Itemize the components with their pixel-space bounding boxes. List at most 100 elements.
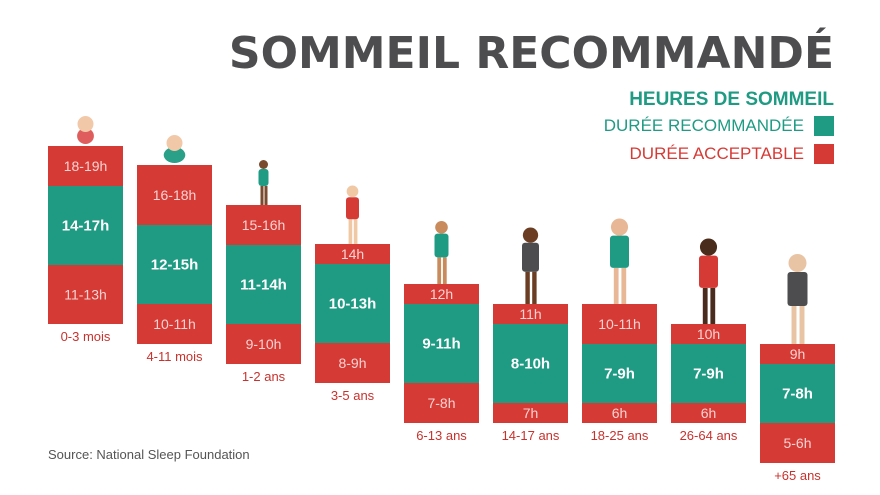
legend-title: HEURES DE SOMMEIL [629, 89, 834, 110]
person-figure-1 [163, 135, 186, 163]
bar-label-high-1: 16-18h [153, 187, 197, 203]
category-label-1: 4-11 mois [146, 349, 203, 364]
person-torso-8 [787, 272, 808, 306]
bar-label-mid-8: 7-8h [782, 386, 813, 403]
bar-mid-0 [48, 186, 123, 265]
legend-recommended-swatch [814, 116, 834, 136]
bar-mid-2 [226, 245, 301, 324]
person-torso-3 [346, 197, 359, 220]
bar-low-1 [137, 304, 212, 344]
person-figure-8 [787, 254, 808, 344]
bar-label-high-8: 9h [790, 346, 806, 362]
person-leg-left-2 [260, 186, 264, 205]
bar-low-2 [226, 324, 301, 364]
bar-label-low-4: 7-8h [427, 395, 455, 411]
bar-label-mid-5: 8-10h [511, 356, 550, 373]
category-label-3: 3-5 ans [331, 388, 375, 403]
bar-label-low-1: 10-11h [153, 316, 196, 332]
bar-low-4 [404, 383, 479, 423]
category-label-7: 26-64 ans [680, 428, 738, 443]
bar-mid-1 [137, 225, 212, 304]
person-leg-left-4 [437, 257, 442, 284]
bar-label-mid-1: 12-15h [151, 257, 199, 274]
bar-mid-7 [671, 344, 746, 403]
person-leg-right-7 [710, 287, 716, 324]
bar-mid-5 [493, 324, 568, 403]
person-figure-4 [434, 221, 449, 284]
legend-acceptable: DURÉE ACCEPTABLE [604, 140, 834, 168]
bar-high-5 [493, 304, 568, 324]
bar-label-low-0: 11-13h [64, 287, 107, 303]
person-torso-5 [522, 242, 539, 272]
bar-mid-8 [760, 364, 835, 423]
person-head-1 [166, 135, 183, 151]
bar-label-low-7: 6h [701, 405, 717, 421]
bar-label-mid-4: 9-11h [422, 336, 460, 353]
bar-label-mid-6: 7-9h [604, 366, 635, 383]
bar-label-low-8: 5-6h [783, 435, 811, 451]
bar-label-mid-2: 11-14h [240, 277, 287, 294]
bar-high-8 [760, 344, 835, 364]
person-figure-3 [346, 185, 359, 244]
person-leg-left-7 [702, 287, 708, 324]
bar-low-3 [315, 343, 390, 383]
person-torso-6 [610, 235, 629, 268]
person-leg-right-5 [532, 271, 537, 304]
person-leg-right-4 [442, 257, 447, 284]
bar-label-high-2: 15-16h [242, 217, 286, 233]
bar-high-6 [582, 304, 657, 344]
category-label-6: 18-25 ans [591, 428, 649, 443]
bar-label-high-0: 18-19h [64, 158, 108, 174]
page-title: SOMMEIL RECOMMANDÉ [228, 28, 834, 79]
bar-label-low-3: 8-9h [338, 355, 366, 371]
person-leg-right-2 [264, 186, 268, 205]
bar-low-8 [760, 423, 835, 463]
person-torso-4 [434, 233, 449, 258]
category-label-4: 6-13 ans [416, 428, 467, 443]
bar-label-low-2: 9-10h [246, 336, 282, 352]
person-figure-2 [258, 160, 269, 205]
bar-label-high-3: 14h [341, 246, 364, 262]
person-head-5 [522, 227, 539, 243]
person-leg-right-6 [621, 267, 627, 304]
bar-mid-6 [582, 344, 657, 403]
bar-label-high-5: 11h [519, 306, 541, 322]
bar-high-1 [137, 165, 212, 225]
person-leg-left-8 [791, 306, 797, 344]
person-leg-left-6 [613, 267, 619, 304]
person-leg-right-3 [353, 219, 358, 244]
bar-high-0 [48, 146, 123, 186]
person-head-6 [610, 218, 629, 236]
bar-low-7 [671, 403, 746, 423]
person-head-4 [435, 221, 448, 234]
category-label-2: 1-2 ans [242, 369, 286, 384]
legend-acceptable-label: DURÉE ACCEPTABLE [629, 144, 804, 163]
bar-label-high-7: 10h [697, 326, 720, 342]
person-figure-7 [699, 238, 718, 324]
category-label-8: +65 ans [774, 468, 821, 483]
legend: HEURES DE SOMMEIL DURÉE RECOMMANDÉE DURÉ… [604, 88, 834, 168]
bar-label-high-6: 10-11h [598, 316, 641, 332]
bar-low-6 [582, 403, 657, 423]
category-label-0: 0-3 mois [61, 329, 111, 344]
bar-mid-3 [315, 264, 390, 343]
legend-recommended-label: DURÉE RECOMMANDÉE [603, 116, 804, 135]
bar-label-low-5: 7h [523, 405, 539, 421]
person-body-0 [77, 128, 94, 144]
bar-label-high-4: 12h [430, 286, 453, 302]
legend-recommended: DURÉE RECOMMANDÉE [604, 112, 834, 140]
bar-low-5 [493, 403, 568, 423]
person-figure-6 [610, 218, 629, 304]
person-figure-5 [522, 227, 539, 304]
person-head-7 [699, 238, 718, 256]
bar-label-mid-3: 10-13h [329, 296, 377, 313]
person-head-3 [346, 185, 359, 198]
bar-label-mid-7: 7-9h [693, 366, 724, 383]
person-figure-0 [77, 116, 94, 144]
person-leg-left-3 [348, 219, 353, 244]
bar-high-4 [404, 284, 479, 304]
person-head-8 [788, 254, 807, 272]
person-body-1 [163, 147, 186, 163]
person-head-0 [77, 116, 94, 132]
person-head-2 [259, 160, 268, 169]
